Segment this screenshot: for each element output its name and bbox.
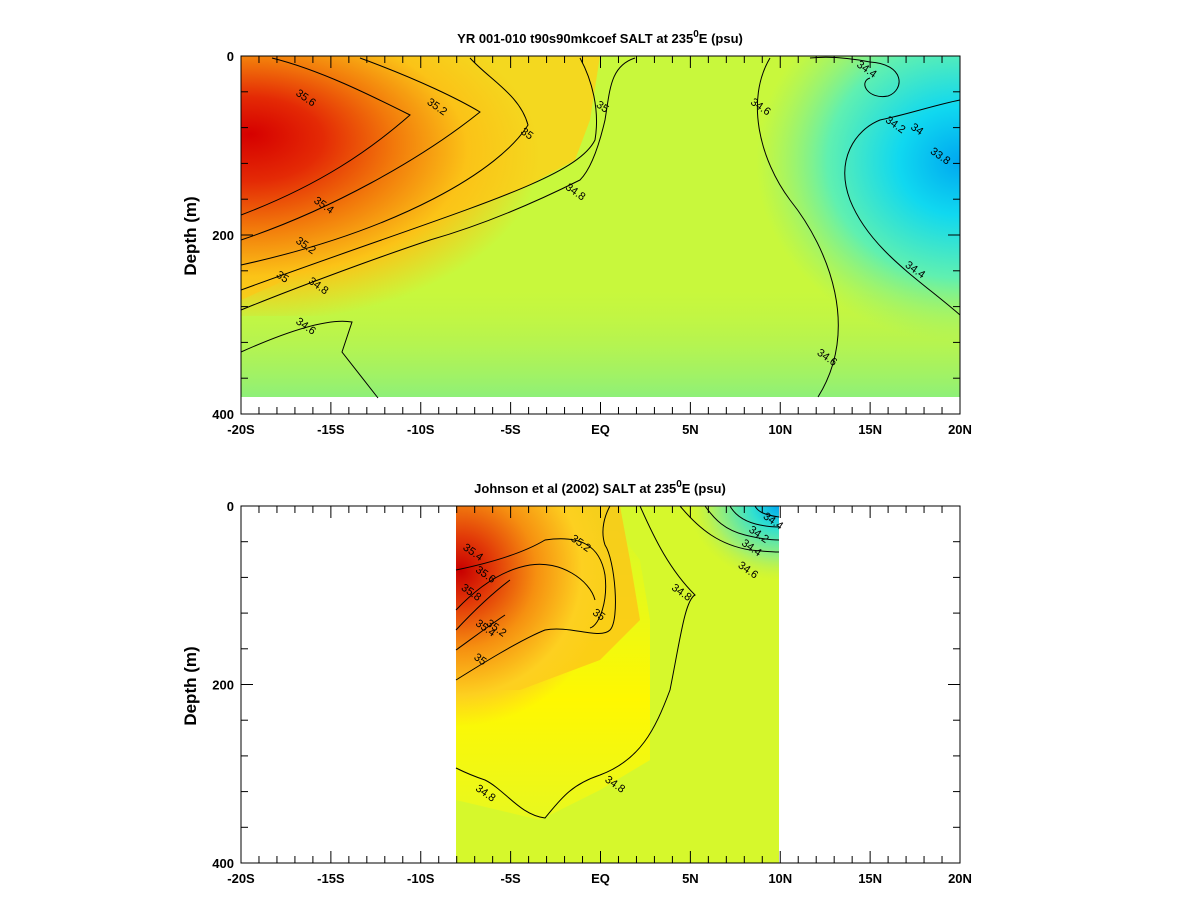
y-tick-label: 200	[212, 228, 234, 243]
contour-line	[729, 505, 780, 528]
contour-line	[240, 57, 598, 291]
panel-2-title: Johnson et al (2002) SALT at 2350E (psu)	[474, 479, 726, 496]
contour-label: 35	[472, 651, 489, 668]
panel-1-title: YR 001-010 t90s90mkcoef SALT at 2350E (p…	[457, 29, 743, 46]
panel-1-axes: -20S -15S -10S -5S EQ 5N 10N 15N 20N 0 200 400	[212, 49, 972, 437]
x-tick-label: 20N	[948, 871, 972, 886]
x-tick-label: -20S	[227, 871, 255, 886]
panel-1-field-blue	[620, 56, 960, 356]
x-tick-label: 20N	[948, 422, 972, 437]
x-tick-label: -5S	[501, 422, 522, 437]
panel-2-ylabel: Depth (m)	[181, 646, 200, 725]
contour-label: 35	[274, 269, 291, 286]
x-tick-label: EQ	[591, 422, 610, 437]
panel-2-field	[456, 506, 779, 863]
contour-line	[240, 57, 481, 241]
x-tick-label: -20S	[227, 422, 255, 437]
x-tick-label: 15N	[858, 422, 882, 437]
contour-line	[240, 57, 636, 311]
contour-line	[240, 57, 411, 216]
contour-line	[455, 538, 607, 629]
y-tick-label: 0	[227, 49, 234, 64]
contour-label: 35	[594, 99, 611, 116]
contour-label: 35	[590, 607, 607, 624]
contour-line	[756, 57, 839, 398]
contour-line	[240, 57, 529, 266]
x-tick-label: -15S	[317, 871, 345, 886]
panel-1-ylabel: Depth (m)	[181, 196, 200, 275]
x-tick-label: EQ	[591, 871, 610, 886]
contour-line	[455, 505, 696, 819]
contour-label: 35	[518, 126, 535, 143]
contour-line	[679, 505, 780, 553]
panel-2-contours	[455, 505, 780, 819]
panel-2-field-blue	[600, 506, 779, 656]
x-tick-label: 10N	[768, 422, 792, 437]
x-tick-label: 5N	[682, 871, 699, 886]
contour-line	[240, 320, 379, 399]
contour-line	[844, 99, 961, 316]
y-tick-label: 200	[212, 678, 234, 693]
x-tick-label: -15S	[317, 422, 345, 437]
panel-1: YR 001-010 t90s90mkcoef SALT at 2350E (p…	[181, 29, 972, 437]
panel-2: Johnson et al (2002) SALT at 2350E (psu)…	[181, 479, 972, 886]
x-tick-label: 10N	[768, 871, 792, 886]
panel-1-contours	[240, 56, 961, 399]
x-tick-label: 15N	[858, 871, 882, 886]
panel-1-field	[241, 56, 960, 397]
x-tick-label: -10S	[407, 422, 435, 437]
contour-line	[455, 505, 616, 681]
x-tick-label: 5N	[682, 422, 699, 437]
contour-label: 34	[908, 121, 925, 138]
contour-line	[455, 563, 596, 611]
y-tick-label: 400	[212, 856, 234, 871]
contour-line	[455, 579, 511, 631]
contour-line	[809, 56, 900, 98]
x-tick-label: -10S	[407, 871, 435, 886]
contour-line	[455, 614, 506, 651]
y-tick-label: 400	[212, 407, 234, 422]
x-tick-label: -5S	[501, 871, 522, 886]
contour-line	[704, 505, 780, 541]
panel-2-axes: -20S -15S -10S -5S EQ 5N 10N 15N 20N 0 200 400	[212, 499, 972, 886]
contour-line	[754, 505, 780, 518]
y-tick-label: 0	[227, 499, 234, 514]
